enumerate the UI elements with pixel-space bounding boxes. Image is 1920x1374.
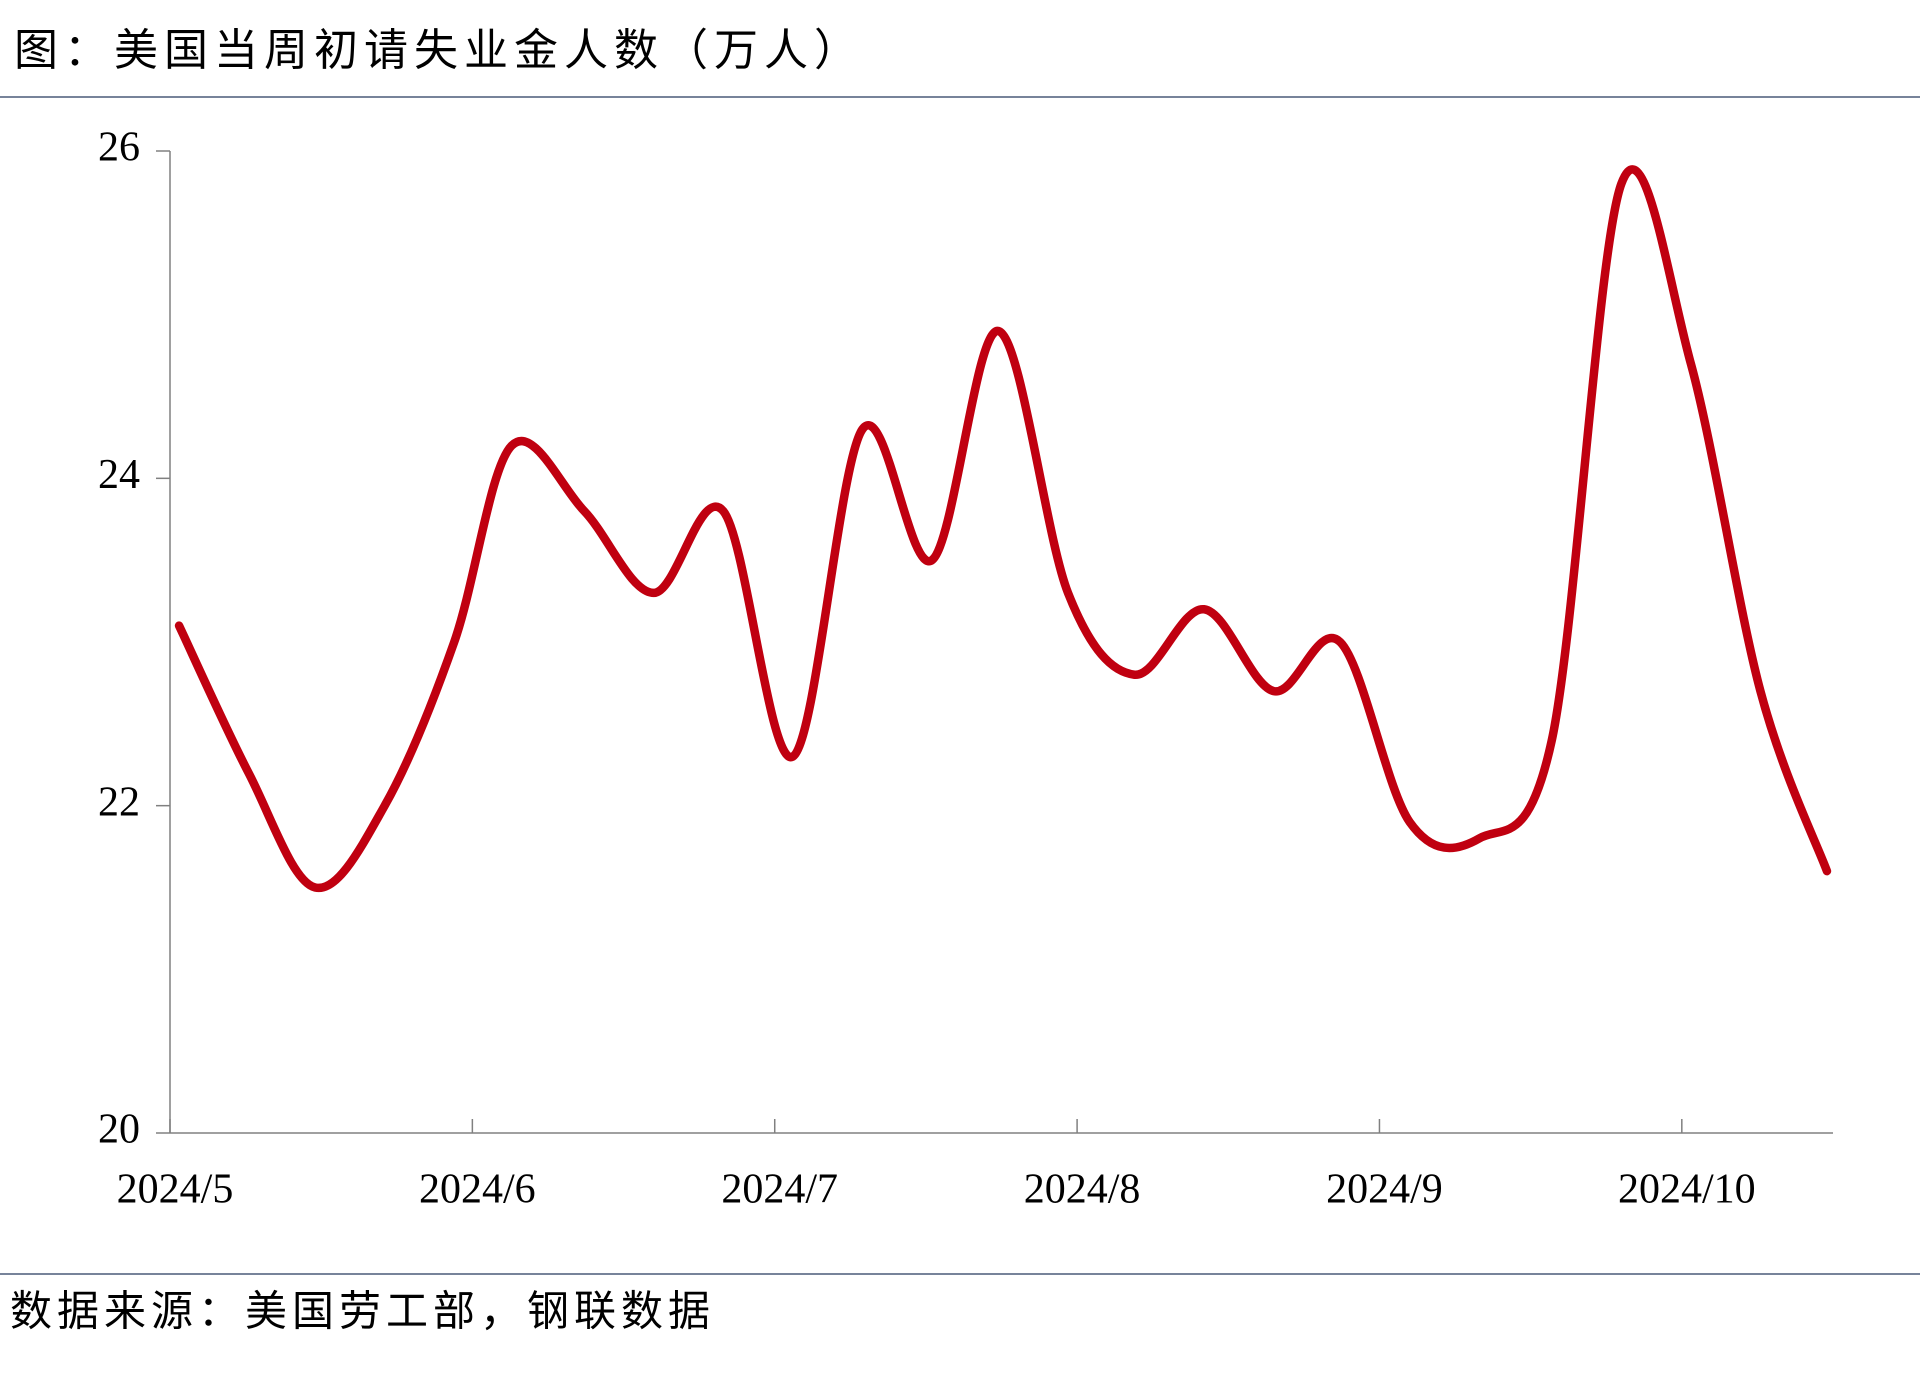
y-tick-label: 26	[98, 125, 140, 171]
x-tick-label: 2024/9	[1326, 1167, 1443, 1213]
chart-title: 图：美国当周初请失业金人数（万人）	[14, 26, 864, 75]
x-tick-label: 2024/8	[1024, 1167, 1141, 1213]
y-tick-label: 24	[98, 452, 140, 498]
x-tick-label: 2024/7	[721, 1167, 838, 1213]
x-tick-label: 2024/10	[1618, 1167, 1756, 1213]
data-line	[174, 165, 1832, 893]
y-tick-label: 20	[98, 1107, 140, 1153]
source-note: 数据来源：美国劳工部，钢联数据	[10, 1290, 715, 1336]
x-tick-label: 2024/6	[419, 1167, 536, 1213]
x-tick-label: 2024/5	[117, 1167, 234, 1213]
y-tick-label: 22	[98, 779, 140, 825]
